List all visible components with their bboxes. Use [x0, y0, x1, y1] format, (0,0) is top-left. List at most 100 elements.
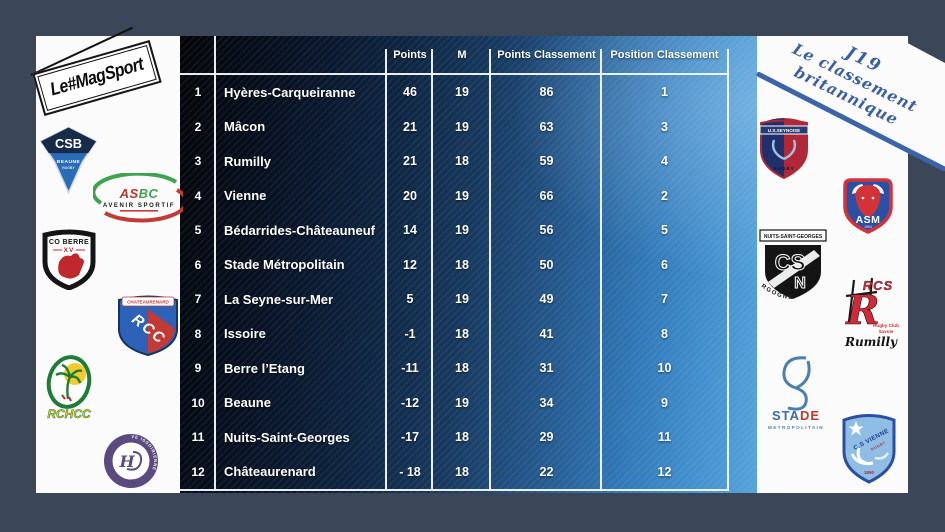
table-header-row: Points M Points Classement Position Clas…: [180, 36, 727, 73]
team-cell: Vienne: [224, 188, 267, 204]
rcs-rumilly-logo: RCS R Rugby Club Savoie Rumilly: [844, 278, 899, 349]
rank-header: [180, 36, 216, 73]
table-row: 8 Issoire -1 18 41 8: [180, 317, 727, 352]
rank-cell: 6: [194, 257, 202, 272]
column-divider: [489, 49, 491, 491]
asbc-avenir-sportif-logo: ASBC AVENIR SPORTIF: [93, 173, 183, 223]
points-cell: 12: [403, 257, 417, 272]
position-classement-cell: 8: [661, 326, 668, 341]
position-classement-cell: 10: [657, 361, 672, 376]
us-issoire-logo: UNION SPORTIVE ISSOIRIENNE H: [100, 431, 158, 488]
matches-cell: 18: [455, 326, 469, 341]
team-cell: Rumilly: [224, 153, 271, 169]
position-classement-cell: 2: [661, 188, 668, 203]
co-berre-xv-logo: CO BERRE XV: [42, 229, 96, 290]
csb-sport: RUGBY: [62, 166, 75, 170]
csb-abbr: CSB: [55, 136, 82, 151]
points-classement-header: Points Classement: [497, 48, 596, 61]
rank-cell: 7: [194, 292, 202, 307]
points-cell: 20: [403, 188, 417, 203]
column-divider: [431, 49, 433, 491]
position-classement-cell: 11: [657, 430, 672, 445]
csb-city: BEAUNE: [57, 159, 81, 165]
team-cell: Beaune: [224, 395, 271, 411]
points-classement-cell: 34: [539, 395, 554, 410]
rank-cell: 8: [194, 326, 202, 341]
points-cell: -11: [401, 361, 419, 376]
rcs-abbr: RCS: [863, 278, 893, 293]
rank-cell: 3: [194, 154, 202, 169]
matches-cell: 19: [455, 119, 469, 134]
berre-xv: XV: [64, 247, 75, 254]
team-header: [216, 36, 387, 73]
position-classement-cell: 12: [657, 464, 672, 479]
table-body: 1 Hyères-Carqueiranne 46 19 86 1 2 Mâcon 21 19 63 3…: [180, 75, 727, 489]
points-classement-cell: 41: [539, 326, 554, 341]
column-divider: [727, 49, 729, 491]
position-classement-cell: 4: [661, 154, 668, 169]
asbc-abbr: ASBC: [119, 186, 159, 201]
matches-header: M: [457, 48, 467, 61]
table-row: 5 Bédarrides-Châteauneuf 14 19 56 5: [180, 213, 727, 248]
column-divider: [214, 36, 216, 491]
matches-cell: 18: [455, 154, 469, 169]
rcs-script: Rumilly: [844, 335, 898, 349]
csb-beaune-logo: CSB BEAUNE RUGBY: [39, 126, 98, 194]
table-row: 6 Stade Métropolitain 12 18 50 6: [180, 248, 727, 283]
rank-cell: 11: [191, 430, 205, 445]
us-seynoise-logo: U.S.SEYNOISE RUGBY: [759, 118, 809, 180]
points-classement-cell: 50: [539, 257, 554, 272]
vienne-sport: RUGBY: [871, 441, 887, 452]
matches-cell: 19: [455, 223, 469, 238]
issoire-monogram: H: [118, 452, 135, 471]
standings-table: Points M Points Classement Position Clas…: [180, 36, 757, 493]
team-cell: Stade Métropolitain: [224, 257, 345, 273]
matches-cell: 19: [455, 85, 469, 100]
stade-sub: METROPOLITAIN: [768, 425, 824, 430]
column-divider: [385, 49, 387, 491]
team-cell: Hyères-Carqueiranne: [224, 84, 356, 100]
position-classement-cell: 6: [661, 257, 668, 272]
points-header: Points: [393, 48, 427, 61]
matches-cell: 18: [455, 464, 469, 479]
points-cell: 5: [406, 292, 414, 307]
matches-cell: 18: [455, 361, 469, 376]
csn-letter-n: N: [794, 275, 806, 292]
points-cell: 21: [403, 154, 417, 169]
header-underline: [180, 73, 729, 75]
table-row: 9 Berre l’Etang -11 18 31 10: [180, 351, 727, 386]
table-row: 3 Rumilly 21 18 59 4: [180, 144, 727, 179]
column-divider: [600, 49, 602, 491]
table-row: 10 Beaune -12 19 34 9: [180, 386, 727, 421]
team-cell: Bédarrides-Châteauneuf: [224, 222, 375, 238]
rchcc-hyeres-logo: RCHCC: [46, 355, 91, 421]
table-row: 12 Châteaurenard - 18 18 22 12: [180, 455, 727, 490]
points-classement-cell: 31: [539, 361, 554, 376]
rank-cell: 4: [194, 188, 202, 203]
rchcc-abbr: RCHCC: [47, 407, 91, 421]
rcc-chateaurenard-logo: CHATEAURENARD RCC: [118, 295, 178, 357]
stade-metropolitain-logo: STADE METROPOLITAIN: [768, 356, 824, 430]
rank-cell: 12: [191, 464, 205, 479]
asm-macon-logo: ASM 1904: [843, 178, 893, 234]
cs-vienne-logo: C.S VIENNE RUGBY 1890: [842, 414, 896, 484]
position-classement-cell: 3: [661, 119, 668, 134]
position-classement-cell: 5: [661, 223, 668, 238]
team-cell: La Seyne-sur-Mer: [224, 291, 334, 307]
rcs-big-r: R: [845, 287, 879, 334]
points-cell: 14: [403, 223, 417, 238]
points-classement-cell: 49: [539, 292, 554, 307]
team-cell: Nuits-Saint-Georges: [224, 429, 350, 445]
matches-cell: 19: [455, 188, 469, 203]
table-row: 4 Vienne 20 19 66 2: [180, 179, 727, 214]
points-cell: -1: [404, 326, 416, 341]
rank-cell: 1: [194, 85, 202, 100]
points-cell: -17: [400, 430, 420, 445]
position-classement-header: Position Classement: [610, 48, 719, 61]
team-cell: Berre l’Etang: [224, 360, 305, 376]
rank-cell: 10: [191, 395, 205, 410]
rcs-line2: Savoie: [879, 329, 894, 334]
points-classement-cell: 66: [539, 188, 554, 203]
team-cell: Issoire: [224, 326, 266, 342]
vienne-year: 1890: [864, 470, 875, 475]
